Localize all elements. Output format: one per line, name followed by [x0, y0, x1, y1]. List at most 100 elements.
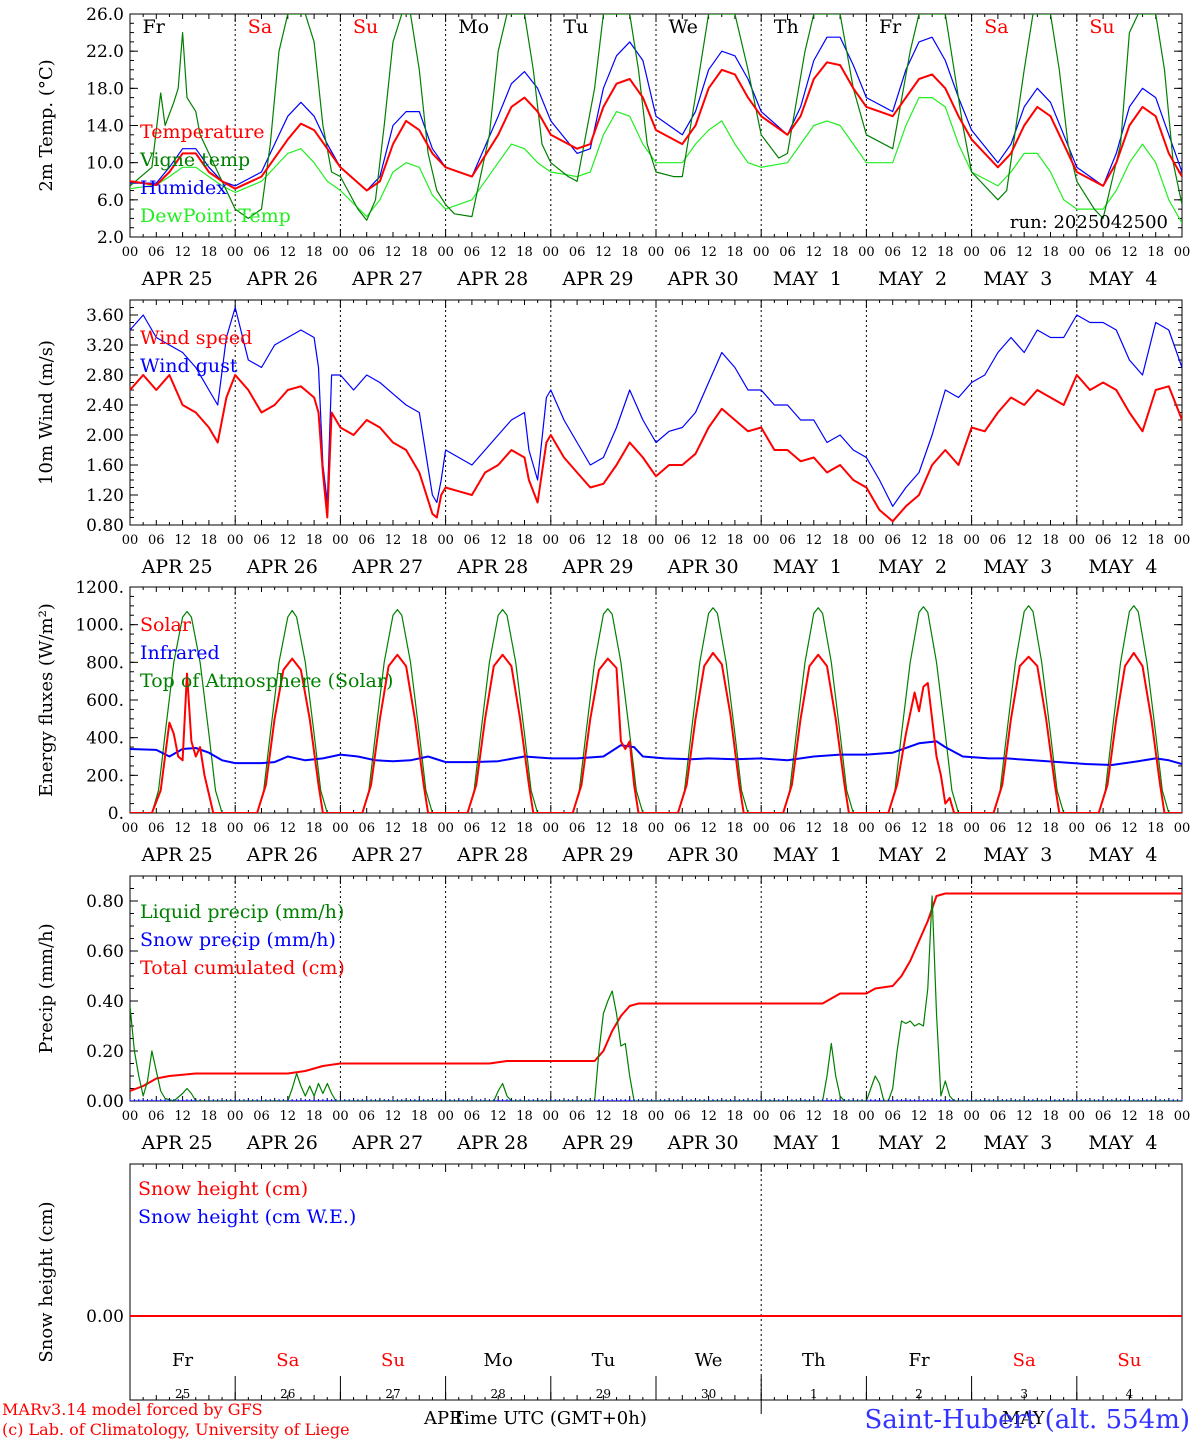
panel-4: 0.80 0.60 0.40 0.20 0.00 Precip (mm/h) Liquid … — [36, 875, 1190, 1154]
date-label: MAY 3 — [983, 556, 1052, 578]
hour-tick-label: 06 — [779, 1109, 796, 1124]
date-label: APR 28 — [456, 844, 528, 866]
legend-entry: Liquid precip (mm/h) — [140, 901, 344, 923]
y-tick-label: 0.80 — [86, 892, 124, 912]
hour-tick-label: 12 — [700, 245, 717, 260]
hour-tick-label: 06 — [779, 821, 796, 836]
day-number-label: 1 — [810, 1387, 818, 1401]
day-number-label: 3 — [1020, 1387, 1028, 1401]
hour-tick-label: 12 — [700, 1109, 717, 1124]
hour-tick-label: 00 — [437, 821, 454, 836]
legend-entry: Vigne temp — [139, 149, 250, 171]
hour-tick-label: 00 — [332, 1109, 349, 1124]
hour-tick-label: 18 — [1147, 245, 1164, 260]
series-line-temperature — [130, 61, 1182, 192]
hour-tick-label: 18 — [306, 245, 323, 260]
date-label: MAY 1 — [773, 844, 842, 866]
series-line-solar — [130, 651, 1182, 813]
y-tick-label: 200. — [86, 766, 124, 786]
y-axis-label: Energy fluxes (W/m²) — [36, 603, 57, 797]
series-line-humidex — [130, 36, 1182, 192]
hour-tick-label: 18 — [411, 245, 428, 260]
legend-entry: Wind gust — [140, 355, 238, 377]
date-label: APR 29 — [561, 844, 633, 866]
date-label: APR 27 — [351, 556, 423, 578]
hour-tick-label: 12 — [174, 1109, 191, 1124]
series-line-dewpoint-temp — [130, 96, 1182, 224]
hour-tick-label: 12 — [174, 821, 191, 836]
series-group — [130, 892, 1182, 1101]
hour-tick-label: 12 — [385, 533, 402, 548]
series-line-wind-gust — [130, 306, 1182, 507]
hour-tick-label: 18 — [621, 245, 638, 260]
hour-tick-label: 00 — [753, 821, 770, 836]
hour-tick-label: 18 — [516, 533, 533, 548]
day-label: Su — [1089, 16, 1114, 38]
day-label: Su — [353, 16, 378, 38]
y-tick-label: 2.0 — [97, 228, 124, 248]
day-label: Fr — [143, 16, 166, 38]
hour-tick-label: 12 — [1121, 533, 1138, 548]
hour-tick-label: 06 — [358, 533, 375, 548]
hour-tick-label: 18 — [937, 533, 954, 548]
y-tick-label: 2.40 — [86, 396, 124, 416]
hour-tick-label: 12 — [595, 533, 612, 548]
hour-tick-label: 06 — [779, 533, 796, 548]
series-line-liquid-precip-mm-h- — [130, 895, 1182, 1101]
legend-entry: Wind speed — [140, 327, 252, 349]
legend-entry: Snow precip (mm/h) — [140, 929, 336, 951]
y-tick-label: 18.0 — [86, 79, 124, 99]
hour-tick-label: 12 — [490, 533, 507, 548]
panel-2: 3.60 3.20 2.80 2.40 2.00 1.60 1.20 0.80 10m Wind… — [36, 299, 1190, 578]
hour-tick-label: 12 — [911, 821, 928, 836]
date-label: MAY 2 — [878, 844, 947, 866]
footer-model-credit: MARv3.14 model forced by GFS — [2, 1400, 263, 1419]
day-label: Sa — [984, 16, 1008, 38]
y-tick-label: 2.00 — [86, 426, 124, 446]
station-name: Saint-Hubert (alt. 554m) — [864, 1405, 1190, 1435]
panel-5: 0.00 Snow height (cm) Snow height (cm) Snow… — [36, 1163, 1183, 1414]
date-label: MAY 1 — [773, 268, 842, 290]
y-axis-label: 10m Wind (m/s) — [36, 340, 57, 485]
date-label: APR 27 — [351, 844, 423, 866]
series-line-top-of-atmosphere-solar- — [130, 605, 1182, 813]
date-label: MAY 1 — [773, 556, 842, 578]
hour-tick-label: 12 — [911, 533, 928, 548]
hour-tick-label: 12 — [700, 533, 717, 548]
hour-tick-label: 18 — [1147, 533, 1164, 548]
day-label: Th — [774, 16, 799, 38]
hour-tick-label: 00 — [753, 245, 770, 260]
day-number-label: 27 — [385, 1387, 400, 1401]
hour-tick-label: 06 — [148, 821, 165, 836]
hour-tick-label: 18 — [201, 533, 218, 548]
hour-tick-label: 12 — [280, 533, 297, 548]
date-label: APR 27 — [351, 268, 423, 290]
hour-tick-label: 18 — [1042, 821, 1059, 836]
hour-tick-label: 12 — [490, 245, 507, 260]
hour-tick-label: 06 — [990, 1109, 1007, 1124]
legend-entry: Total cumulated (cm) — [140, 957, 345, 979]
hour-tick-label: 12 — [700, 821, 717, 836]
hour-tick-label: 00 — [858, 245, 875, 260]
hour-tick-label: 12 — [174, 245, 191, 260]
hour-tick-label: 06 — [1095, 245, 1112, 260]
hour-tick-label: 06 — [674, 245, 691, 260]
legend-entry: Solar — [140, 614, 192, 636]
hour-tick-label: 18 — [1147, 821, 1164, 836]
hour-tick-label: 18 — [516, 245, 533, 260]
day-number-label: 29 — [596, 1387, 611, 1401]
date-label: APR 29 — [561, 556, 633, 578]
y-tick-label: 1200. — [75, 578, 124, 598]
hour-tick-label: 00 — [858, 1109, 875, 1124]
x-axis-label: Time UTC (GMT+0h) — [452, 1408, 647, 1429]
hour-tick-label: 12 — [595, 1109, 612, 1124]
day-label: We — [669, 16, 698, 38]
legend-entry: Snow height (cm) — [138, 1178, 308, 1200]
hour-tick-label: 18 — [201, 1109, 218, 1124]
day-label: Tu — [563, 16, 588, 38]
hour-tick-label: 12 — [385, 245, 402, 260]
hour-tick-label: 18 — [621, 533, 638, 548]
hour-tick-label: 12 — [1016, 1109, 1033, 1124]
hour-tick-label: 06 — [253, 245, 270, 260]
